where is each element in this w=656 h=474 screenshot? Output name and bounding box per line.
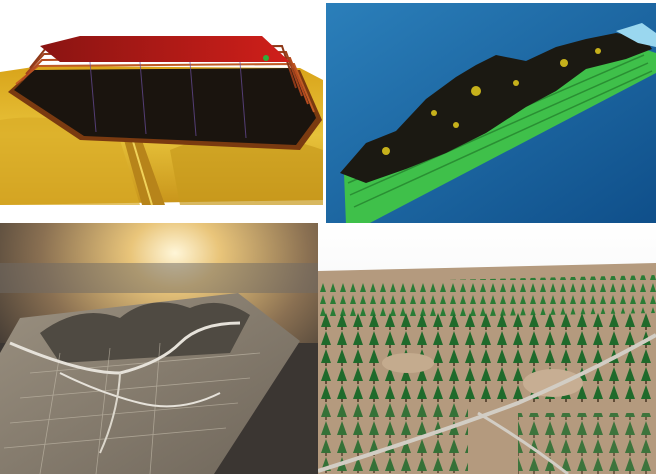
aerial-terrain-image	[0, 223, 318, 474]
forest-visualization-image	[318, 223, 656, 474]
forest-visualization-panel	[318, 223, 656, 474]
ridge-terrain-image	[326, 3, 656, 223]
aerial-terrain-panel	[0, 223, 318, 474]
terraced-landfill-panel	[0, 0, 323, 210]
terraced-landfill-image	[0, 0, 323, 210]
ridge-terrain-panel	[326, 3, 656, 223]
